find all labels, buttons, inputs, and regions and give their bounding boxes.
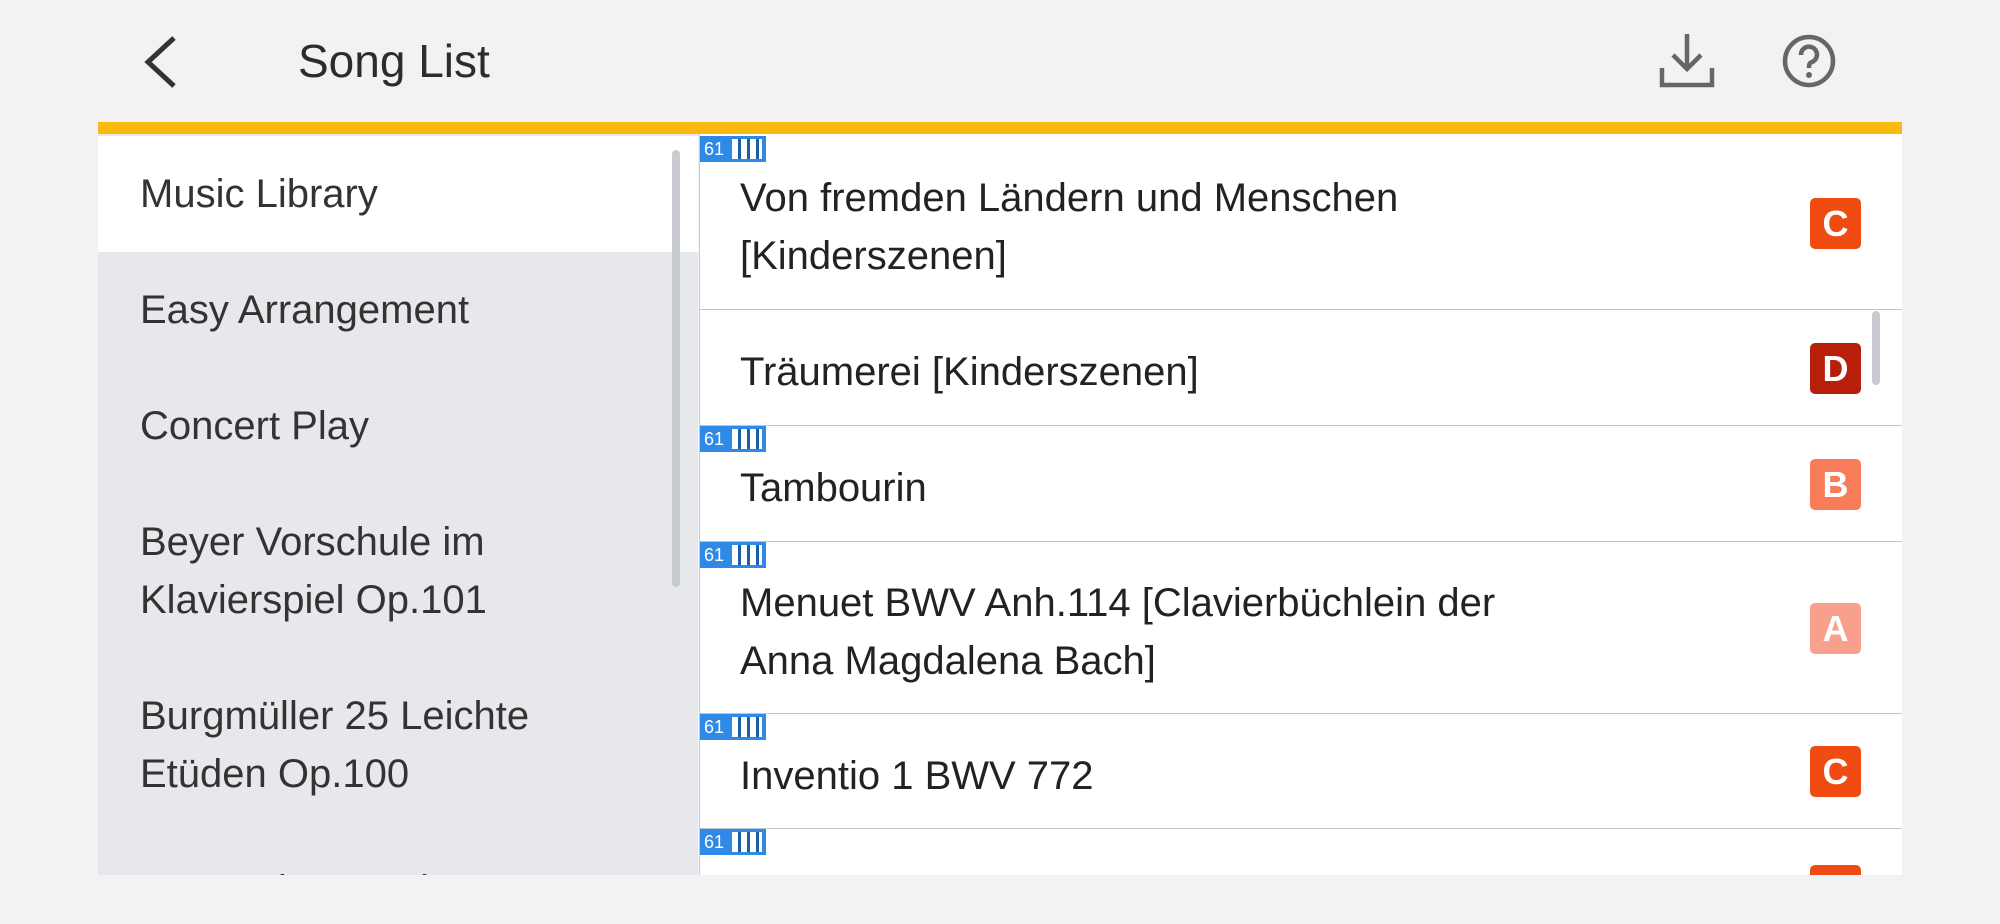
song-list: 61 Von fremden Ländern und Menschen [Kinde…	[699, 134, 1902, 875]
keyboard-tag: 61	[700, 136, 766, 162]
keys-icon	[732, 545, 762, 565]
menu-item-text: Klavierspiel Op.101	[140, 578, 487, 622]
keyboard-tag: 61	[700, 426, 766, 452]
help-button[interactable]	[1782, 34, 1836, 88]
accent-bar	[98, 122, 1902, 134]
menu-item-text: Easy Arrangement	[140, 288, 470, 332]
level-badge: C	[1810, 197, 1861, 249]
scrollbar	[672, 150, 680, 587]
menu-item-text: Music Library	[140, 172, 378, 216]
download-button[interactable]	[1658, 30, 1716, 90]
song-title: Von fremden Ländern und Menschen	[740, 176, 1399, 220]
level-badge: B	[1810, 458, 1861, 510]
tag-text: 61	[704, 832, 725, 852]
level-badge: D	[1810, 342, 1861, 394]
scrollbar	[1872, 311, 1880, 385]
keyboard-tag: 61	[700, 829, 766, 855]
menu-item[interactable]: Beyer Vorschule im Klavierspiel Op.101	[98, 484, 698, 658]
song-row[interactable]: 61	[700, 829, 1902, 875]
menu-item-text: Etüden Op.100	[140, 752, 410, 796]
tag-text: 61	[704, 429, 725, 449]
song-row[interactable]: 61 Menuet BWV Anh.114 [Clavierbüchlein de…	[700, 542, 1902, 714]
song-title: Menuet BWV Anh.114 [Clavierbüchlein der	[740, 581, 1496, 625]
menu-item[interactable]: Music Library	[98, 136, 698, 252]
song-row[interactable]: 61 Tambourin B	[700, 426, 1902, 542]
menu-item-text: Beyer Vorschule im	[140, 520, 485, 564]
tag-text: 61	[704, 717, 725, 737]
level-badge	[1810, 865, 1861, 875]
level-badge: C	[1810, 746, 1861, 797]
menu-item[interactable]: Burgmüller 25 Leichte Etüden Op.100	[98, 658, 698, 832]
keyboard-tag: 61	[700, 542, 766, 568]
song-title: Tambourin	[740, 466, 927, 510]
song-title: Inventio 1 BWV 772	[740, 753, 1094, 798]
menu-item-text: Concert Play	[140, 404, 369, 448]
song-title: [Kinderszenen]	[740, 234, 1007, 278]
keys-icon	[732, 139, 762, 159]
song-title: Träumerei [Kinderszenen]	[740, 350, 1199, 394]
song-row[interactable]: 61 Inventio 1 BWV 772 C	[700, 714, 1902, 829]
tag-text: 61	[704, 139, 725, 159]
keys-icon	[732, 832, 762, 852]
keys-icon	[732, 429, 762, 449]
menu-item[interactable]: Easy Arrangement	[98, 252, 698, 368]
song-title: Anna Magdalena Bach]	[740, 639, 1156, 683]
menu-item-text: Burgmüller 25 Leichte	[140, 694, 530, 738]
category-menu: Music Library Easy Arrangement Concert Pla…	[98, 134, 698, 875]
page-title: Song List	[298, 35, 490, 87]
level-badge: A	[1810, 602, 1861, 654]
menu-item[interactable]: Concert Play	[98, 368, 698, 484]
tag-text: 61	[704, 545, 725, 565]
keyboard-tag: 61	[700, 714, 766, 740]
back-button[interactable]	[138, 34, 184, 90]
menu-item-text: J.S.Bach Inventionen BWV	[140, 861, 620, 875]
menu-item[interactable]: J.S.Bach Inventionen BWV	[98, 832, 698, 875]
keys-icon	[732, 717, 762, 737]
song-row[interactable]: 61 Von fremden Ländern und Menschen [Kinde…	[700, 136, 1902, 310]
song-row[interactable]: Träumerei [Kinderszenen] D	[700, 310, 1902, 426]
